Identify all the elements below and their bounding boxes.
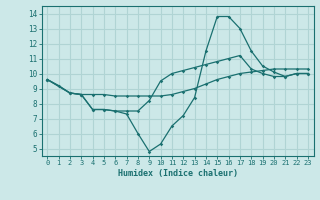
X-axis label: Humidex (Indice chaleur): Humidex (Indice chaleur) — [118, 169, 237, 178]
